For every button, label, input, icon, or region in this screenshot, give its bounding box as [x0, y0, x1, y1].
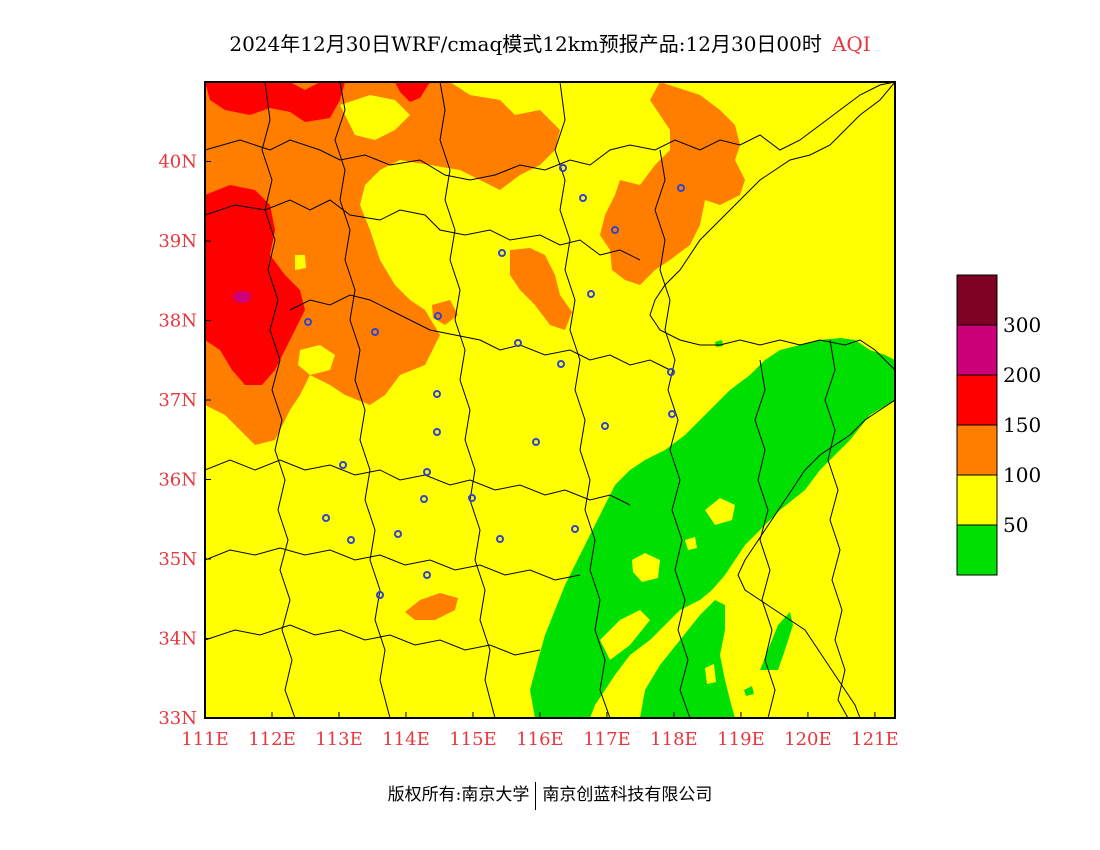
- y-tick-label: 40N: [158, 152, 197, 173]
- legend-label: 200: [1003, 363, 1041, 387]
- x-tick-label: 120E: [784, 729, 832, 750]
- city-marker: [433, 390, 441, 398]
- y-tick-label: 37N: [158, 390, 197, 411]
- aqi-region-red-northeast: [395, 82, 430, 102]
- y-tick-label: 39N: [158, 231, 197, 252]
- aqi-hole-green-5: [705, 664, 716, 684]
- city-marker: [668, 410, 676, 418]
- aqi-region-red-west: [205, 185, 305, 385]
- legend-swatch: [956, 424, 998, 476]
- aqi-region-orange-west: [205, 82, 560, 445]
- x-tick-label: 119E: [717, 729, 765, 750]
- footer-credit: 版权所有:南京大学 南京创蓝科技有限公司: [0, 780, 1100, 810]
- legend-swatch: [956, 324, 998, 376]
- city-marker: [532, 438, 540, 446]
- city-marker: [376, 591, 384, 599]
- aqi-hole-green-4: [600, 610, 650, 660]
- legend-label: 100: [1003, 463, 1041, 487]
- legend-swatch: [956, 274, 998, 326]
- city-marker: [339, 461, 347, 469]
- city-marker: [611, 226, 619, 234]
- city-marker: [571, 525, 579, 533]
- legend-swatch: [956, 524, 998, 576]
- aqi-region-green-coast: [760, 612, 793, 670]
- aqi-region-green-speck: [744, 686, 754, 696]
- city-marker: [434, 312, 442, 320]
- y-tick-label: 36N: [158, 470, 197, 491]
- city-marker: [667, 368, 675, 376]
- footer-company: 南京创蓝科技有限公司: [542, 785, 713, 805]
- aqi-hole-green-1: [705, 498, 735, 525]
- aqi-region-orange-south: [405, 593, 458, 620]
- aqi-region-red-north: [205, 82, 345, 122]
- city-marker: [579, 194, 587, 202]
- city-marker: [514, 339, 522, 347]
- city-marker: [371, 328, 379, 336]
- y-axis: 33N 34N 35N 36N 37N 38N 39N 40N: [158, 152, 211, 729]
- aqi-hole-yellow-2: [295, 255, 306, 270]
- x-tick-label: 116E: [516, 729, 564, 750]
- x-tick-label: 117E: [583, 729, 631, 750]
- city-marker: [420, 495, 428, 503]
- city-marker: [587, 290, 595, 298]
- footer-separator: [535, 781, 537, 810]
- map-title-main: 2024年12月30日WRF/cmaq模式12km预报产品:12月30日00时: [229, 32, 822, 56]
- x-tick-label: 113E: [315, 729, 363, 750]
- y-tick-label: 38N: [158, 311, 197, 332]
- aqi-legend: 50 100 150 200 300: [956, 274, 1041, 576]
- x-axis: 111E 112E 113E 114E 115E 116E 117E 118E 119E 120E…: [181, 712, 899, 750]
- x-tick-label: 115E: [449, 729, 497, 750]
- city-marker: [394, 530, 402, 538]
- y-tick-label: 34N: [158, 629, 197, 650]
- x-tick-label: 121E: [851, 729, 899, 750]
- y-tick-label: 35N: [158, 549, 197, 570]
- x-tick-label: 114E: [382, 729, 430, 750]
- city-marker: [498, 249, 506, 257]
- city-marker: [468, 494, 476, 502]
- x-tick-label: 112E: [248, 729, 296, 750]
- legend-label: 300: [1003, 313, 1041, 337]
- city-marker: [423, 468, 431, 476]
- city-marker: [601, 422, 609, 430]
- aqi-region-orange-northeast: [600, 82, 745, 285]
- aqi-hole-yellow-3: [298, 345, 335, 375]
- aqi-hole-green-2: [632, 553, 660, 582]
- city-marker: [557, 360, 565, 368]
- x-tick-label: 118E: [650, 729, 698, 750]
- city-markers: [304, 164, 685, 599]
- legend-swatch: [956, 474, 998, 526]
- city-marker: [423, 571, 431, 579]
- city-marker: [347, 536, 355, 544]
- city-marker: [496, 535, 504, 543]
- city-marker: [304, 318, 312, 326]
- aqi-region-orange-central: [510, 248, 572, 330]
- aqi-hole-green-3: [685, 537, 697, 550]
- map-title: 2024年12月30日WRF/cmaq模式12km预报产品:12月30日00时 A…: [0, 28, 1100, 57]
- aqi-field: [205, 82, 895, 718]
- aqi-region-purple: [233, 291, 251, 303]
- footer-copyright: 版权所有:南京大学: [387, 785, 530, 805]
- city-marker: [559, 164, 567, 172]
- y-tick-label: 33N: [158, 708, 197, 729]
- legend-swatch: [956, 374, 998, 426]
- city-marker: [677, 184, 685, 192]
- legend-label: 150: [1003, 413, 1041, 437]
- city-marker: [433, 428, 441, 436]
- legend-label: 50: [1003, 513, 1028, 537]
- admin-boundaries: [205, 82, 895, 718]
- aqi-hole-yellow-1: [340, 95, 410, 140]
- map-title-variable: AQI: [831, 32, 871, 56]
- city-marker: [322, 514, 330, 522]
- x-tick-label: 111E: [181, 729, 229, 750]
